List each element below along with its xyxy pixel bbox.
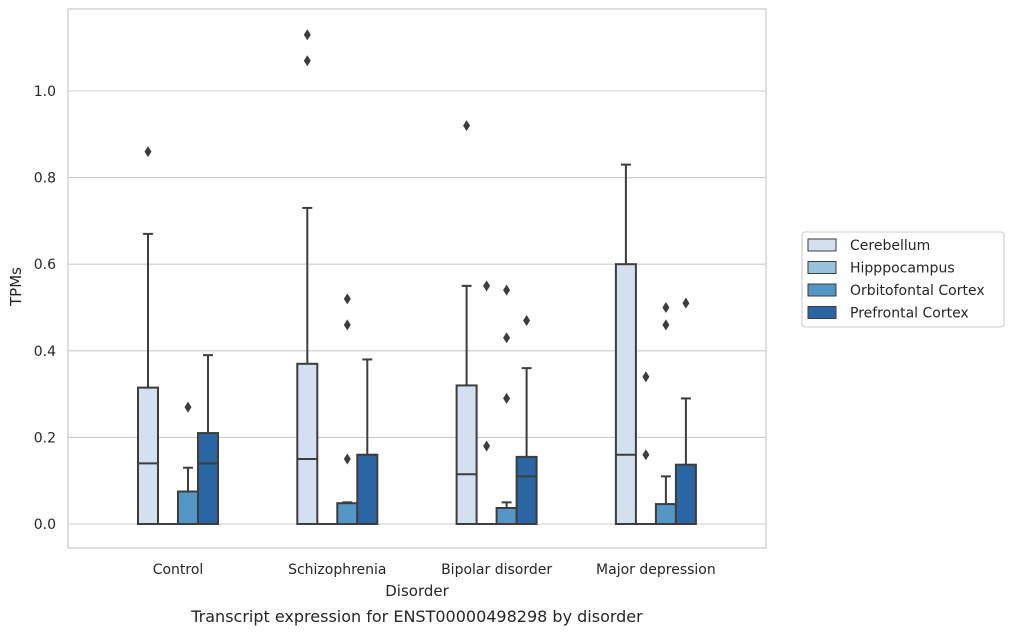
legend-frame — [801, 231, 1005, 328]
outlier-point — [303, 55, 311, 67]
legend-label: Hipppocampus — [850, 261, 955, 277]
box-prefrontal-cortex — [515, 314, 538, 526]
box-hipppocampus — [634, 371, 657, 526]
x-tick-label: Schizophrenia — [288, 562, 386, 578]
outlier-point — [662, 319, 670, 331]
box-orbitofontal-cortex — [654, 302, 677, 525]
outlier-point — [642, 449, 650, 461]
x-axis-label: Disorder — [385, 582, 449, 600]
box-iqr — [177, 490, 199, 525]
y-tick-label: 0.4 — [34, 344, 56, 360]
plot-frame — [67, 8, 767, 549]
legend: Cerebellum Hipppocampus Orbitofontal Corte… — [801, 231, 1005, 328]
box-iqr — [356, 453, 379, 525]
box-iqr — [197, 432, 219, 526]
outlier-point — [343, 319, 351, 331]
outlier-point — [483, 440, 491, 452]
outlier-point — [303, 29, 311, 41]
box-orbitofontal-cortex — [495, 284, 518, 526]
box-cerebellum — [614, 163, 637, 525]
box-iqr — [336, 502, 359, 526]
box-groups — [137, 29, 697, 526]
outlier-point — [184, 401, 192, 413]
outlier-point — [682, 297, 690, 309]
box-prefrontal-cortex — [356, 358, 379, 525]
box-cerebellum — [455, 120, 478, 525]
legend-swatch — [807, 283, 837, 297]
legend-swatch — [807, 261, 837, 274]
x-tick-label: Control — [153, 562, 204, 578]
box-iqr — [674, 463, 697, 525]
x-tick-label: Major depression — [596, 562, 716, 578]
x-tick-label: Bipolar disorder — [441, 562, 552, 578]
box-iqr — [654, 503, 677, 525]
outlier-point — [343, 293, 351, 305]
outlier-point — [642, 371, 650, 383]
y-tick-label: 0.0 — [34, 517, 56, 533]
box-iqr — [515, 455, 538, 526]
x-tick-labels: Control Schizophrenia Bipolar disorder Majo… — [153, 562, 716, 578]
legend-label: Cerebellum — [850, 238, 930, 254]
y-axis-label: TPMs — [7, 267, 25, 307]
legend-label: Prefrontal Cortex — [850, 306, 969, 322]
box-orbitofontal-cortex — [336, 293, 359, 526]
box-iqr — [455, 384, 478, 525]
legend-label: Orbitofontal Cortex — [850, 283, 985, 299]
outlier-point — [523, 314, 531, 326]
box-prefrontal-cortex — [674, 297, 697, 525]
legend-swatch — [807, 238, 837, 252]
box-prefrontal-cortex — [197, 354, 219, 526]
outlier-point — [662, 302, 670, 313]
outlier-point — [503, 332, 511, 344]
box-cerebellum — [296, 29, 319, 526]
y-tick-labels: 0.0 0.2 0.4 0.6 0.8 1.0 — [34, 84, 56, 533]
legend-swatch — [807, 306, 837, 319]
outlier-point — [144, 146, 152, 158]
box-iqr — [137, 386, 159, 526]
y-tick-label: 0.8 — [34, 171, 56, 187]
outlier-point — [503, 392, 511, 404]
box-cerebellum — [137, 146, 159, 526]
outlier-point — [463, 120, 471, 132]
gridlines — [68, 90, 766, 525]
box-orbitofontal-cortex — [177, 401, 199, 525]
figure-caption: Transcript expression for ENST0000049829… — [190, 607, 643, 626]
y-tick-label: 0.2 — [34, 430, 56, 446]
box-hipppocampus — [475, 280, 498, 526]
box-iqr — [614, 263, 637, 525]
outlier-point — [483, 280, 491, 292]
box-iqr — [495, 506, 518, 526]
box-iqr — [296, 362, 319, 526]
y-tick-label: 0.6 — [34, 257, 56, 273]
outlier-point — [503, 284, 511, 296]
outlier-point — [343, 453, 351, 465]
y-tick-label: 1.0 — [34, 84, 56, 100]
